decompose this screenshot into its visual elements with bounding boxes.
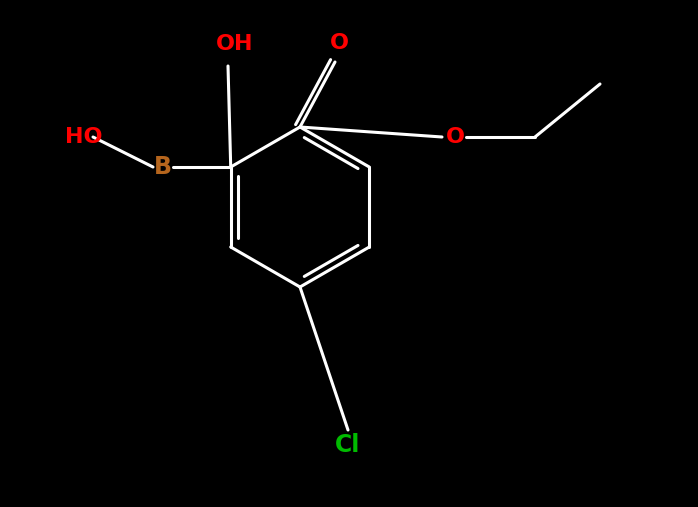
Text: HO: HO: [65, 127, 103, 147]
Text: O: O: [445, 127, 464, 147]
Text: O: O: [329, 33, 348, 53]
Text: Cl: Cl: [335, 433, 361, 457]
Text: OH: OH: [216, 34, 254, 54]
Text: B: B: [154, 155, 172, 179]
